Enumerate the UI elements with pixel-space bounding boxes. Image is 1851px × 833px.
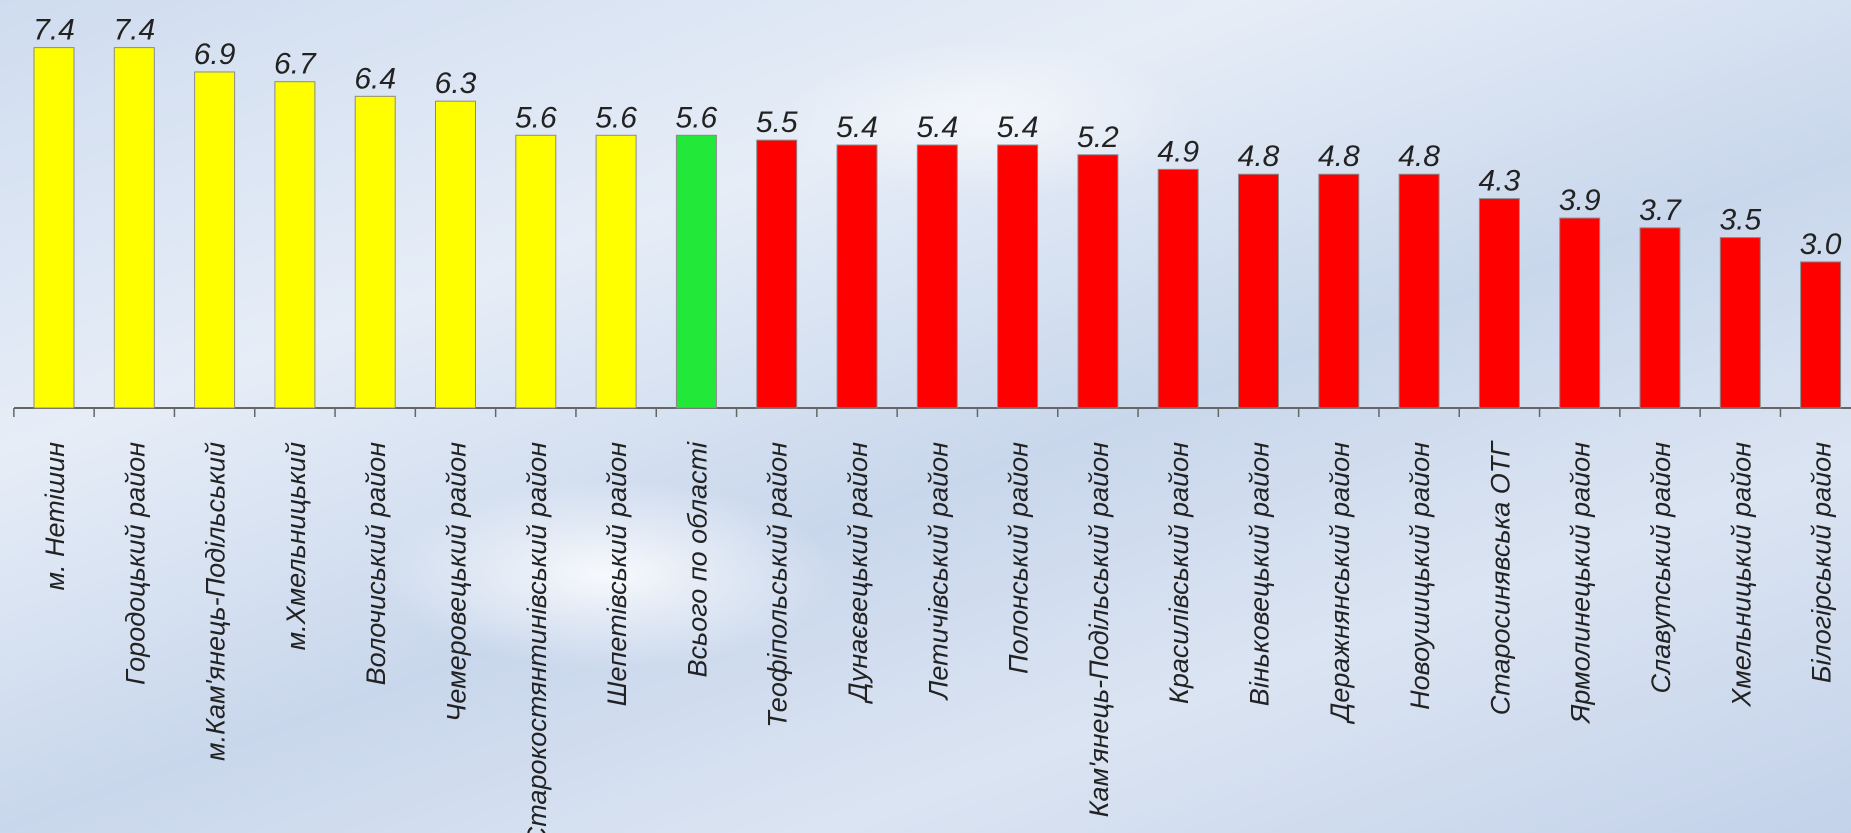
category-label: Хмельницький район (1726, 442, 1756, 708)
bar (274, 81, 316, 409)
data-label: 4.3 (1479, 165, 1521, 198)
bar (33, 47, 75, 409)
bar (1719, 237, 1761, 409)
category-label: Славутський район (1646, 442, 1676, 694)
bar (1800, 261, 1842, 409)
category-label: Старокостянтинівський район (522, 442, 552, 833)
bar (1559, 217, 1601, 409)
bar (595, 134, 637, 409)
data-label: 5.2 (1077, 121, 1119, 154)
data-label: 3.9 (1559, 184, 1601, 217)
category-label: Новоушицький район (1405, 442, 1435, 710)
category-label: Віньковецький район (1245, 442, 1275, 706)
data-label: 6.9 (194, 38, 236, 71)
bar (1318, 173, 1360, 409)
data-label: 5.6 (595, 101, 637, 134)
bar (1238, 173, 1279, 409)
data-label: 4.8 (1238, 140, 1280, 173)
bar (1077, 154, 1119, 409)
category-label: Шепетівський район (602, 442, 632, 706)
bar (1157, 168, 1199, 409)
category-label: Полонський район (1004, 442, 1034, 674)
category-label: Чемеровецький район (442, 442, 472, 722)
bar (1639, 227, 1681, 409)
data-label: 3.7 (1639, 194, 1682, 227)
category-label: м. Нетішин (40, 442, 70, 591)
category-label: Волочиський район (361, 442, 391, 685)
category-label: Всього по області (682, 441, 712, 677)
category-label: Городоцький район (120, 442, 150, 685)
data-label: 7.4 (33, 14, 75, 47)
data-label: 5.5 (756, 106, 798, 139)
data-label: 6.7 (274, 48, 317, 81)
data-label: 5.4 (836, 111, 878, 144)
bar (1478, 198, 1520, 409)
bar (113, 47, 155, 409)
bar (675, 134, 717, 409)
data-label: 4.9 (1157, 135, 1199, 168)
data-label: 6.3 (435, 67, 477, 100)
data-label: 3.0 (1800, 228, 1842, 261)
data-label: 5.4 (997, 111, 1039, 144)
bar (756, 139, 798, 409)
data-label: 3.5 (1719, 204, 1761, 237)
category-label: Летичівський район (923, 442, 953, 701)
data-label: 5.4 (916, 111, 958, 144)
bar (916, 144, 958, 409)
bar (836, 144, 878, 409)
category-label: Старосинявська ОТГ (1485, 440, 1515, 715)
data-label: 5.6 (676, 101, 718, 134)
category-label: Деражнянський район (1325, 442, 1355, 725)
category-label: Білогірський район (1807, 442, 1837, 683)
bar (997, 144, 1039, 409)
data-label: 4.8 (1318, 140, 1360, 173)
bar (435, 100, 476, 409)
category-label: м.Кам'янець-Подільський (201, 442, 231, 761)
category-label: Дунаєвецький район (843, 442, 873, 705)
bar (1398, 173, 1440, 409)
data-label: 5.6 (515, 101, 557, 134)
bar (194, 71, 236, 409)
category-label: м.Хмельницький (281, 442, 311, 650)
category-label: Теофіпольський район (763, 442, 793, 728)
bar (515, 134, 557, 409)
data-label: 6.4 (354, 62, 396, 95)
data-label: 4.8 (1398, 140, 1440, 173)
category-label: Ярмолинецький район (1566, 442, 1596, 725)
category-label: Кам'янець-Подільський район (1084, 442, 1114, 817)
data-label: 7.4 (113, 14, 155, 47)
category-label: Красилівський район (1164, 442, 1194, 704)
bar (354, 95, 396, 409)
